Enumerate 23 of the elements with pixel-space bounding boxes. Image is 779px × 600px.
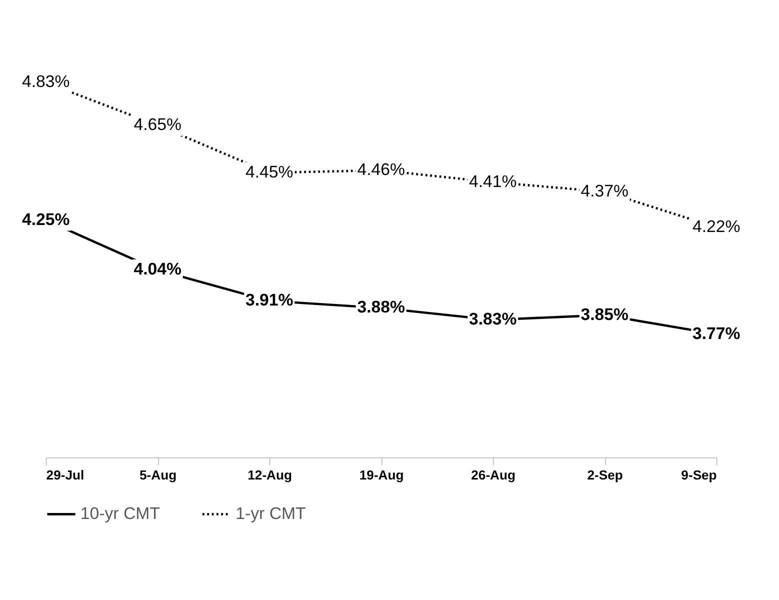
x-tick-label: 5-Aug (140, 467, 177, 482)
data-label: 4.46% (357, 160, 405, 180)
x-tick-label: 26-Aug (471, 467, 516, 482)
data-label: 4.65% (134, 114, 182, 134)
data-label: 3.91% (245, 290, 294, 310)
data-label: 3.85% (580, 304, 628, 324)
legend-label: 1-yr CMT (236, 504, 306, 523)
data-label: 3.77% (692, 324, 740, 343)
data-label: 4.41% (468, 172, 517, 191)
x-tick-label: 9-Sep (681, 467, 717, 482)
data-label: 4.04% (134, 260, 182, 279)
x-tick-label: 2-Sep (587, 467, 623, 482)
data-label: 4.45% (245, 162, 294, 182)
x-tick-label: 29-Jul (46, 467, 84, 482)
x-tick-label: 19-Aug (359, 467, 404, 482)
data-label: 4.25% (22, 210, 70, 229)
data-label: 4.83% (22, 72, 70, 92)
data-label: 3.83% (468, 310, 517, 329)
x-tick-label: 12-Aug (248, 467, 292, 482)
data-label: 4.22% (692, 216, 740, 236)
data-label: 4.37% (580, 181, 628, 200)
data-label: 3.88% (357, 298, 405, 317)
legend-label: 10-yr CMT (80, 504, 160, 523)
